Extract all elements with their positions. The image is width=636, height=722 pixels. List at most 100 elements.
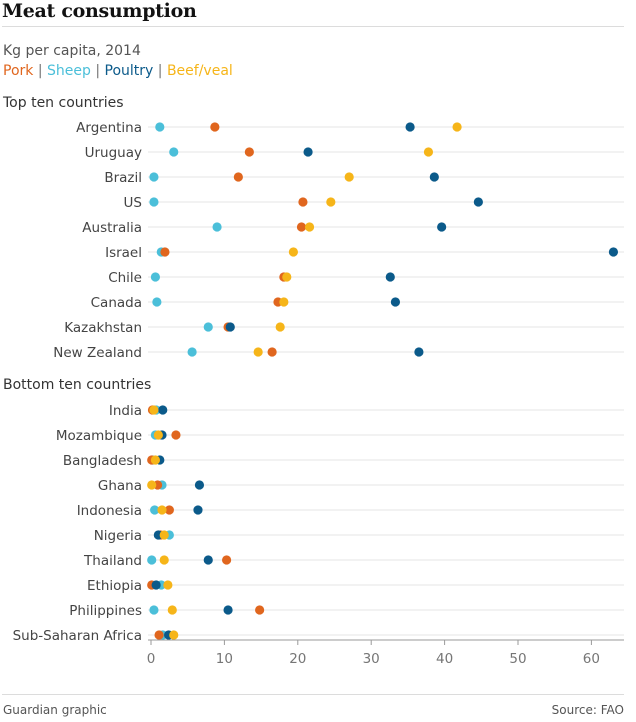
dot-mozambique-beef-veal bbox=[153, 430, 163, 440]
legend-item-pork: Pork bbox=[3, 63, 34, 79]
dot-ghana-poultry bbox=[194, 480, 205, 490]
x-tick-label-0: 0 bbox=[147, 651, 156, 667]
dot-nigeria-beef-veal bbox=[159, 530, 169, 540]
dot-india-poultry bbox=[158, 405, 168, 415]
dot-bangladesh-beef-veal bbox=[150, 455, 161, 465]
x-tick-label-10: 10 bbox=[216, 651, 233, 667]
dot-philippines-beef-veal bbox=[167, 605, 177, 615]
dot-brazil-sheep bbox=[149, 172, 159, 182]
country-label-philippines: Philippines bbox=[69, 603, 142, 619]
country-label-uruguay: Uruguay bbox=[85, 145, 142, 161]
dot-argentina-beef-veal bbox=[452, 122, 462, 132]
dot-ghana-beef-veal bbox=[147, 480, 157, 490]
dot-argentina-sheep bbox=[155, 122, 165, 132]
dot-uruguay-poultry bbox=[303, 147, 313, 157]
dot-thailand-poultry bbox=[203, 555, 213, 565]
country-label-indonesia: Indonesia bbox=[77, 503, 142, 519]
x-tick-label-60: 60 bbox=[583, 651, 600, 667]
country-label-argentina: Argentina bbox=[76, 120, 142, 136]
legend-item-beef-veal: Beef/veal bbox=[166, 63, 233, 79]
dot-argentina-poultry bbox=[405, 122, 415, 132]
dot-ethiopia-poultry bbox=[151, 580, 161, 590]
dot-philippines-pork bbox=[255, 605, 265, 615]
legend-separator: | bbox=[157, 63, 163, 79]
dot-chile-poultry bbox=[385, 272, 395, 282]
country-label-chile: Chile bbox=[108, 270, 142, 286]
country-label-mozambique: Mozambique bbox=[56, 428, 142, 444]
country-label-us: US bbox=[124, 195, 142, 211]
dot-brazil-pork bbox=[233, 172, 243, 182]
x-tick-label-30: 30 bbox=[363, 651, 380, 667]
country-label-canada: Canada bbox=[91, 295, 142, 311]
dot-us-sheep bbox=[149, 197, 159, 207]
dot-sub-saharan-africa-pork bbox=[154, 630, 164, 640]
chart-subtitle: Kg per capita, 2014 bbox=[3, 43, 141, 59]
x-tick-label-40: 40 bbox=[436, 651, 453, 667]
x-tick-label-50: 50 bbox=[509, 651, 526, 667]
dot-indonesia-pork bbox=[164, 505, 174, 515]
dot-thailand-beef-veal bbox=[159, 555, 169, 565]
dot-australia-beef-veal bbox=[304, 222, 315, 232]
dot-ethiopia-beef-veal bbox=[163, 580, 173, 590]
dot-chile-beef-veal bbox=[282, 272, 292, 282]
country-label-sub-saharan-africa: Sub-Saharan Africa bbox=[13, 628, 142, 644]
country-label-israel: Israel bbox=[105, 245, 142, 261]
dot-canada-sheep bbox=[152, 297, 162, 307]
dot-philippines-sheep bbox=[149, 605, 159, 615]
dot-philippines-poultry bbox=[223, 605, 233, 615]
dot-us-pork bbox=[298, 197, 308, 207]
dot-canada-poultry bbox=[390, 297, 401, 307]
dot-kazakhstan-sheep bbox=[203, 322, 213, 332]
country-label-ethiopia: Ethiopia bbox=[87, 578, 142, 594]
dot-us-poultry bbox=[473, 197, 483, 207]
dot-us-beef-veal bbox=[326, 197, 336, 207]
dot-new-zealand-pork bbox=[267, 347, 277, 357]
footer-source: Source: FAO bbox=[551, 703, 624, 717]
dot-canada-beef-veal bbox=[279, 297, 289, 307]
dot-uruguay-sheep bbox=[169, 147, 179, 157]
dot-brazil-poultry bbox=[429, 172, 439, 182]
dot-uruguay-pork bbox=[244, 147, 254, 157]
group-heading-top-ten-countries: Top ten countries bbox=[2, 95, 124, 111]
dot-brazil-beef-veal bbox=[344, 172, 354, 182]
dot-india-beef-veal bbox=[149, 405, 159, 415]
dot-indonesia-beef-veal bbox=[157, 505, 167, 515]
dot-australia-pork bbox=[296, 222, 307, 232]
country-label-kazakhstan: Kazakhstan bbox=[64, 320, 142, 336]
dot-chile-sheep bbox=[150, 272, 161, 282]
footer-credit: Guardian graphic bbox=[3, 703, 107, 717]
country-label-bangladesh: Bangladesh bbox=[63, 453, 142, 469]
dot-new-zealand-sheep bbox=[187, 347, 197, 357]
dot-sub-saharan-africa-beef-veal bbox=[169, 630, 179, 640]
dot-australia-sheep bbox=[212, 222, 222, 232]
legend-separator: | bbox=[95, 63, 101, 79]
dot-indonesia-sheep bbox=[150, 505, 160, 515]
title-divider bbox=[2, 26, 624, 27]
dot-israel-pork bbox=[160, 247, 170, 257]
dot-indonesia-poultry bbox=[193, 505, 203, 515]
dot-thailand-sheep bbox=[147, 555, 157, 565]
legend-separator: | bbox=[37, 63, 43, 79]
dot-uruguay-beef-veal bbox=[423, 147, 434, 157]
country-label-india: India bbox=[109, 403, 142, 419]
legend-item-sheep: Sheep bbox=[47, 63, 91, 79]
dot-kazakhstan-beef-veal bbox=[275, 322, 285, 332]
chart-title: Meat consumption bbox=[2, 0, 197, 22]
legend-item-poultry: Poultry bbox=[104, 63, 154, 79]
dot-new-zealand-beef-veal bbox=[253, 347, 263, 357]
legend: Pork | Sheep | Poultry | Beef/veal bbox=[3, 63, 233, 79]
country-label-ghana: Ghana bbox=[98, 478, 142, 494]
dot-israel-beef-veal bbox=[288, 247, 298, 257]
footer-divider bbox=[2, 694, 624, 695]
dot-australia-poultry bbox=[437, 222, 447, 232]
country-label-thailand: Thailand bbox=[83, 553, 142, 569]
country-label-nigeria: Nigeria bbox=[94, 528, 142, 544]
country-label-australia: Australia bbox=[82, 220, 142, 236]
country-label-brazil: Brazil bbox=[104, 170, 142, 186]
x-tick-label-20: 20 bbox=[289, 651, 306, 667]
dot-argentina-pork bbox=[210, 122, 220, 132]
group-heading-bottom-ten-countries: Bottom ten countries bbox=[3, 377, 151, 393]
dot-israel-poultry bbox=[608, 247, 619, 257]
dot-kazakhstan-poultry bbox=[225, 322, 235, 332]
